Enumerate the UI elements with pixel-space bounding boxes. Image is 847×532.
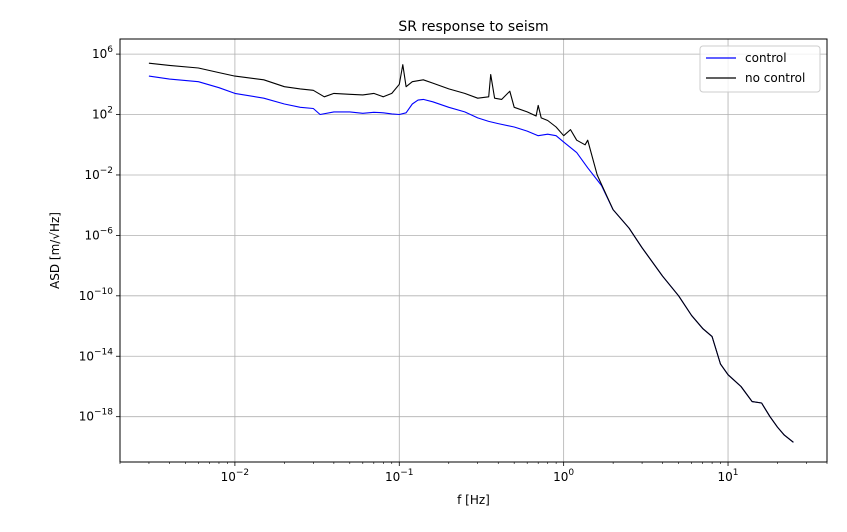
y-tick-label: 10−18 [79, 408, 114, 424]
x-tick-label: 100 [553, 468, 574, 484]
y-axis-label: ASD [m/√Hz] [48, 212, 62, 289]
series-line-no-control [148, 62, 794, 443]
legend-label: control [745, 51, 787, 65]
series-line-control [148, 75, 794, 443]
plot-frame [119, 38, 828, 463]
x-axis-label: f [Hz] [457, 493, 490, 507]
y-tick-label: 10−14 [79, 347, 114, 363]
y-tick-label: 106 [92, 45, 113, 61]
y-tick-label: 10−2 [84, 166, 113, 182]
chart-title: SR response to seism [398, 19, 548, 35]
y-tick-label: 10−10 [79, 287, 114, 303]
x-tick-label: 10−1 [385, 468, 414, 484]
ticks: 10−2 10−1 100 101 106 102 10−2 10−6 10−10 10−14 10… [79, 45, 828, 484]
x-tick-label: 101 [718, 468, 739, 484]
grid [120, 39, 827, 462]
legend-label: no control [745, 71, 805, 85]
series-layer [148, 62, 794, 443]
y-tick-label: 102 [92, 106, 113, 122]
y-tick-label: 10−6 [84, 226, 113, 242]
x-tick-label: 10−2 [221, 468, 250, 484]
legend: control no control [699, 45, 821, 93]
